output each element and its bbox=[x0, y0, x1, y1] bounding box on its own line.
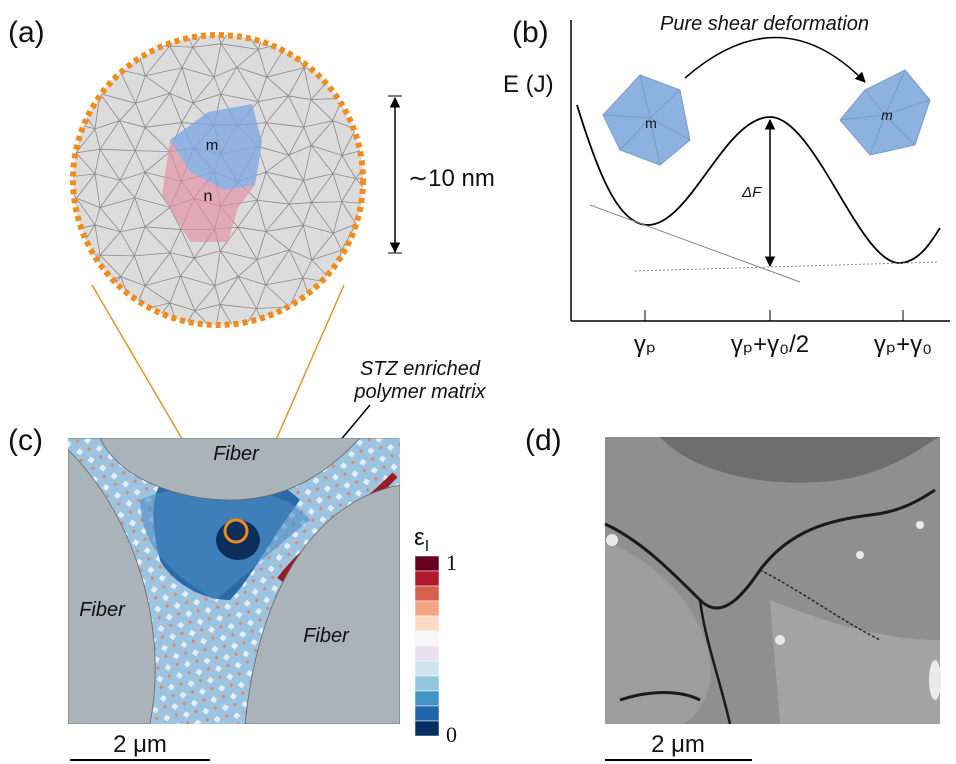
arrow-label: Pure shear deformation bbox=[660, 13, 869, 35]
scale-label: 2 μm bbox=[651, 731, 705, 758]
region-label: Fiber bbox=[213, 443, 260, 465]
tangent-line bbox=[590, 205, 800, 282]
panel-label: (c) bbox=[8, 424, 43, 457]
x-tick-label: γₚ+γ₀ bbox=[874, 331, 932, 358]
barrier-label: ΔF bbox=[741, 184, 762, 201]
annotation: polymer matrix bbox=[353, 381, 486, 403]
page: { "panel_a": {"label": "(a)", "region_m"… bbox=[0, 0, 956, 764]
scale-label: ∼10 nm bbox=[408, 165, 495, 192]
colorbar-swatch bbox=[415, 571, 439, 586]
panel-label: (a) bbox=[8, 16, 45, 49]
sem-image bbox=[605, 437, 941, 724]
colorbar-swatch bbox=[415, 646, 439, 661]
x-tick-label: γₚ+γ₀/2 bbox=[731, 331, 809, 358]
panel-label: (b) bbox=[512, 16, 549, 49]
colorbar-swatch bbox=[415, 706, 439, 721]
x-tick-label: γₚ bbox=[634, 331, 656, 358]
panel-label: (d) bbox=[525, 424, 562, 457]
cluster-label: m bbox=[881, 107, 893, 123]
region-m-label: m bbox=[206, 137, 219, 154]
colorbar-swatch bbox=[415, 661, 439, 676]
colorbar-swatch bbox=[415, 691, 439, 706]
colorbar-swatch bbox=[415, 616, 439, 631]
cluster-label: m bbox=[645, 115, 657, 131]
y-axis-label: E (J) bbox=[503, 71, 554, 98]
colorbar-subscript: I bbox=[425, 538, 429, 555]
colorbar-symbol: ε bbox=[414, 524, 425, 551]
annotation: STZ enriched bbox=[360, 358, 481, 380]
scale-label: 2 μm bbox=[113, 731, 167, 758]
colorbar-swatch bbox=[415, 556, 439, 571]
region-label: Fiber bbox=[79, 599, 126, 621]
colorbar-title: εI bbox=[414, 524, 429, 555]
region-n-label: n bbox=[204, 188, 213, 205]
colorbar-swatch bbox=[415, 586, 439, 601]
colorbar-max: 1 bbox=[446, 550, 457, 575]
colorbar-swatch bbox=[415, 631, 439, 646]
figure: (a) m n ∼10 nm (b) Pure shear deformatio… bbox=[0, 0, 956, 764]
colorbar-swatch bbox=[415, 676, 439, 691]
region-label: Fiber bbox=[303, 625, 350, 647]
deform-arrow bbox=[685, 37, 865, 82]
colorbar-swatch bbox=[415, 721, 439, 736]
baseline bbox=[635, 262, 938, 271]
colorbar-min: 0 bbox=[446, 722, 457, 747]
colorbar bbox=[415, 556, 439, 736]
simulation-map bbox=[68, 438, 400, 724]
colorbar-swatch bbox=[415, 601, 439, 616]
